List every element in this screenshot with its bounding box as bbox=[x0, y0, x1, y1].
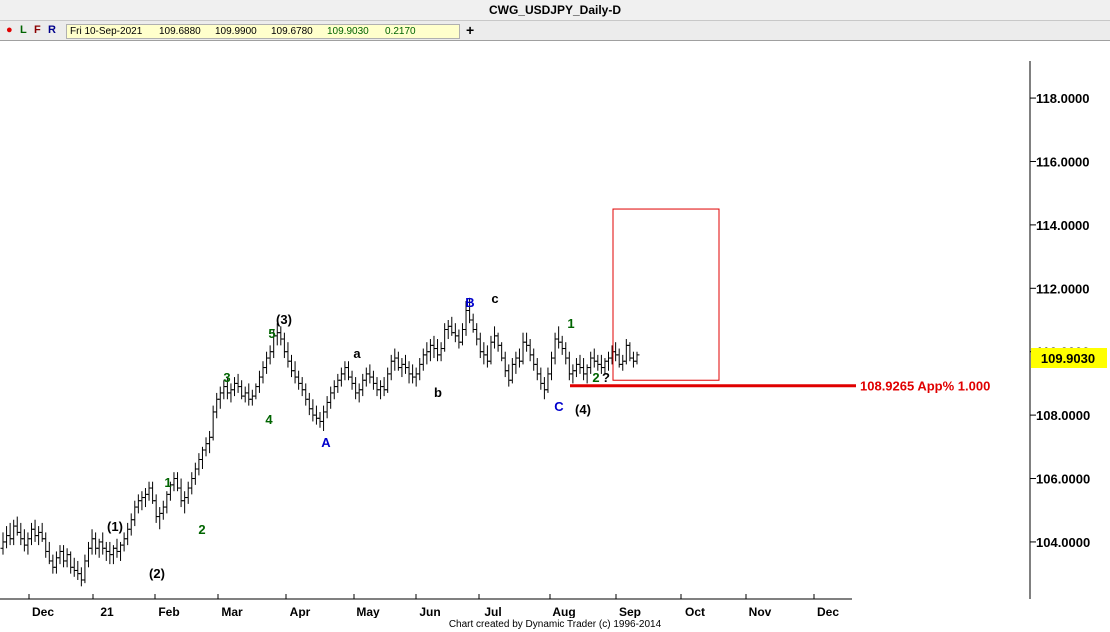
wave-label: 4 bbox=[265, 412, 273, 427]
toolbar-f-button[interactable]: F bbox=[34, 24, 41, 36]
wave-label: A bbox=[321, 435, 331, 450]
wave-label: 5 bbox=[268, 326, 275, 341]
x-tick-label: Jun bbox=[419, 605, 440, 618]
x-tick-label: Nov bbox=[749, 605, 772, 618]
price-chart: 118.0000116.0000114.0000112.0000110.0000… bbox=[0, 61, 1107, 618]
x-tick-label: Dec bbox=[817, 605, 839, 618]
toolbar-r-button[interactable]: R bbox=[48, 24, 56, 36]
x-tick-label: May bbox=[356, 605, 380, 618]
x-tick-label: 21 bbox=[100, 605, 114, 618]
y-tick-label: 104.0000 bbox=[1036, 535, 1090, 550]
wave-label: ? bbox=[602, 370, 610, 385]
x-tick-label: Apr bbox=[290, 605, 311, 618]
wave-label: (3) bbox=[276, 312, 292, 327]
x-tick-label: Mar bbox=[221, 605, 243, 618]
y-tick-label: 112.0000 bbox=[1036, 281, 1090, 296]
wave-label: a bbox=[353, 346, 361, 361]
wave-label: (1) bbox=[107, 519, 123, 534]
wave-label: B bbox=[465, 295, 474, 310]
info-date: Fri 10-Sep-2021 bbox=[70, 26, 143, 37]
y-tick-label: 108.0000 bbox=[1036, 408, 1090, 423]
x-tick-label: Dec bbox=[32, 605, 54, 618]
info-high: 109.9900 bbox=[215, 26, 257, 37]
info-change: 0.2170 bbox=[385, 26, 416, 37]
toolbar: ● L F R Fri 10-Sep-2021 109.6880 109.990… bbox=[0, 21, 1110, 41]
last-price-label: 109.9030 bbox=[1041, 351, 1095, 366]
y-axis: 118.0000116.0000114.0000112.0000110.0000… bbox=[1030, 91, 1090, 550]
ohlc-bars bbox=[0, 297, 640, 587]
wave-label: c bbox=[491, 291, 498, 306]
x-axis: Dec 21 Feb Mar Apr May Jun Jul Aug Sep Oct Nov Dec bbox=[28, 594, 839, 618]
last-price-box bbox=[1031, 348, 1107, 368]
x-tick-label: Jul bbox=[484, 605, 501, 618]
info-low: 109.6780 bbox=[271, 26, 313, 37]
wave-label: 1 bbox=[567, 316, 574, 331]
y-tick-label: 116.0000 bbox=[1036, 154, 1090, 169]
wave-label: 2 bbox=[592, 370, 599, 385]
wave-label: 1 bbox=[164, 475, 171, 490]
y-tick-label: 114.0000 bbox=[1036, 218, 1090, 233]
wave-label: 3 bbox=[223, 370, 230, 385]
wave-label: (2) bbox=[149, 566, 165, 581]
info-open: 109.6880 bbox=[159, 26, 201, 37]
y-tick-label: 118.0000 bbox=[1036, 91, 1090, 106]
wave-label: C bbox=[554, 399, 564, 414]
x-tick-label: Feb bbox=[158, 605, 179, 618]
info-close: 109.9030 bbox=[327, 26, 369, 37]
x-tick-label: Oct bbox=[685, 605, 705, 618]
wave-label: 2 bbox=[198, 522, 205, 537]
add-plus-button[interactable]: + bbox=[466, 22, 475, 38]
wave-label: b bbox=[434, 385, 442, 400]
y-tick-label: 106.0000 bbox=[1036, 472, 1090, 487]
ohlc-info-box: Fri 10-Sep-2021 109.6880 109.9900 109.67… bbox=[66, 24, 460, 39]
target-zone-box bbox=[612, 208, 720, 381]
window-title: CWG_USDJPY_Daily-D bbox=[0, 0, 1110, 21]
toolbar-l-button[interactable]: L bbox=[20, 24, 27, 36]
projection-label: 108.9265 App% 1.000 bbox=[860, 379, 990, 394]
footer-credit: Chart created by Dynamic Trader (c) 1996… bbox=[448, 619, 662, 630]
wave-label: (4) bbox=[575, 402, 591, 417]
x-tick-label: Aug bbox=[552, 605, 575, 618]
wave-labels: (1) (2) 1 2 3 4 5(3) Aa b B c C (4) 1 2? bbox=[107, 291, 610, 581]
record-dot-icon[interactable]: ● bbox=[6, 24, 13, 36]
x-tick-label: Sep bbox=[619, 605, 641, 618]
